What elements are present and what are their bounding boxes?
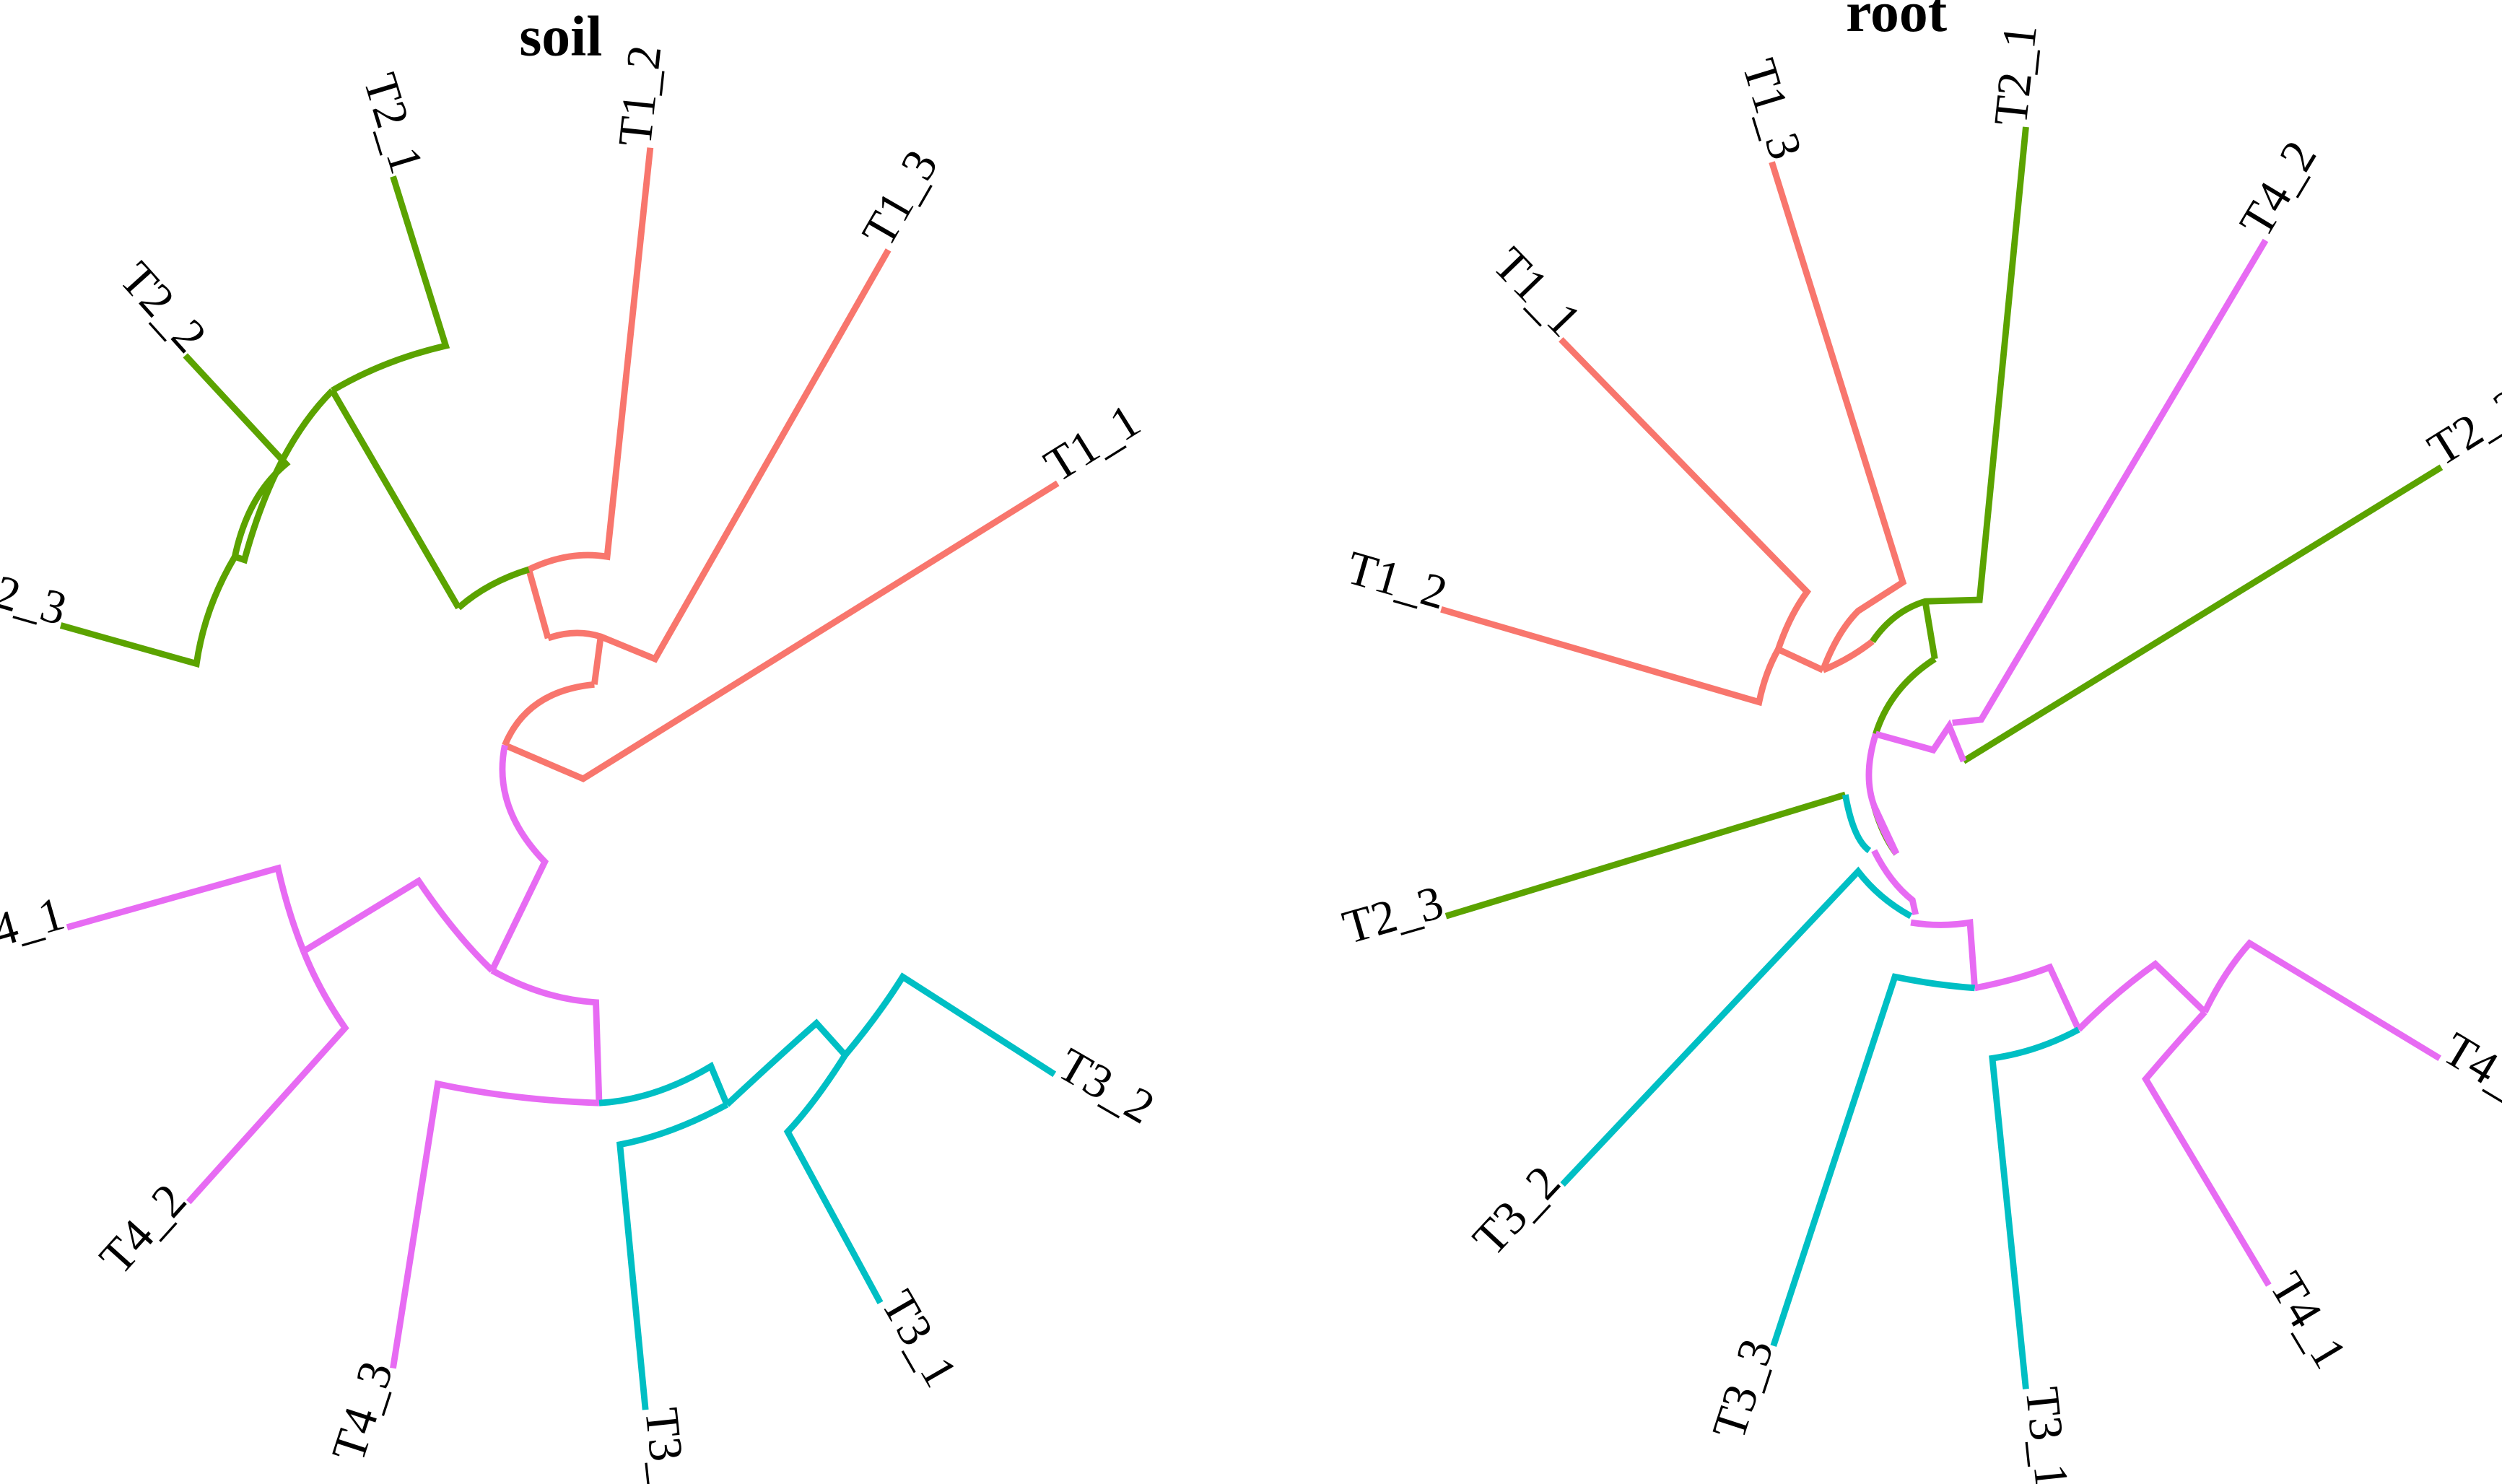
soil-branch [331, 175, 450, 393]
soil-branch [302, 876, 494, 973]
root-branch [1961, 464, 2444, 764]
root-panel: root [1337, 0, 2502, 1484]
root-branch [2202, 939, 2441, 1062]
soil-branch [490, 967, 603, 1104]
root-clade-t2 [1444, 126, 2444, 920]
soil-tip-label: T3_1 [871, 1282, 967, 1396]
soil-clade-t3 [598, 972, 1057, 1410]
soil-branch [546, 248, 892, 663]
soil-tip-label: T3_3 [635, 1405, 697, 1484]
soil-tip-label: T2_2 [110, 252, 217, 362]
soil-panel: soil [0, 4, 1163, 1484]
root-branch [1560, 866, 1913, 1187]
soil-branch [616, 1101, 729, 1410]
soil-branch [390, 1080, 600, 1369]
root-tip-label: T1_2 [1341, 541, 1453, 620]
root-clade-t3 [1560, 794, 2080, 1389]
soil-tip-label: T1_2 [609, 43, 671, 149]
root-tip-label: T4_3 [2434, 1023, 2502, 1120]
soil-branch [526, 568, 552, 640]
root-tip-label: T1_3 [1732, 53, 1812, 165]
root-tip-label: T2_3 [1337, 876, 1449, 954]
soil-branch [186, 950, 349, 1205]
soil-tip-label: T4_1 [0, 887, 70, 966]
soil-branch [489, 744, 549, 972]
soil-branch [725, 1018, 848, 1107]
root-branch [1873, 656, 1937, 736]
soil-branch [329, 388, 462, 610]
root-branch [1922, 601, 1938, 660]
root-tip-label: T3_2 [1463, 1156, 1571, 1266]
soil-tip-label: T4_3 [322, 1356, 404, 1468]
soil-branch [598, 1061, 731, 1107]
root-panel-title: root [1846, 0, 1948, 44]
root-clade-t1 [1440, 161, 1907, 707]
soil-tip-label: T3_2 [1049, 1038, 1163, 1134]
soil-tip-label: T1_1 [1035, 394, 1149, 492]
soil-clade-t2 [59, 175, 530, 668]
root-branch [1440, 606, 1782, 707]
soil-branch [183, 353, 291, 558]
root-tip-label: T4_2 [2230, 132, 2327, 246]
soil-clade-t4 [66, 744, 603, 1369]
root-branch [1559, 337, 1812, 651]
soil-panel-title: soil [519, 4, 602, 68]
root-branch [1769, 161, 1907, 671]
root-branch [1952, 238, 2269, 726]
root-clade-t4 [1865, 238, 2441, 1287]
soil-branch [590, 636, 604, 685]
root-branch [1444, 791, 1847, 920]
root-branch [1974, 963, 2082, 1031]
root-tip-label: T3_3 [1702, 1333, 1784, 1446]
root-tip-label: T4_1 [2259, 1264, 2357, 1378]
root-branch [1865, 733, 1899, 856]
soil-branch [842, 972, 1057, 1078]
root-branch [1770, 973, 1975, 1348]
root-tip-label: T3_1 [2015, 1384, 2078, 1484]
root-tip-label: T2_2 [2419, 378, 2502, 476]
root-branch [1989, 1026, 2080, 1389]
root-branch [1777, 646, 1825, 673]
root-tip-label: T2_1 [1984, 22, 2047, 128]
soil-branch [503, 480, 1060, 782]
soil-branch [527, 147, 654, 572]
root-branch [2142, 1010, 2272, 1287]
soil-tip-label: T4_2 [90, 1174, 196, 1285]
soil-tip-label: T1_3 [852, 141, 948, 256]
root-branch [1875, 719, 1967, 763]
root-tip-label: T1_1 [1483, 237, 1591, 346]
root-branch [1910, 918, 1979, 989]
soil-branch [502, 681, 595, 747]
soil-branch [59, 555, 238, 668]
root-branch [1871, 849, 1919, 915]
soil-branch [233, 388, 335, 564]
root-branch [1841, 794, 1872, 854]
soil-clade-t1 [502, 147, 1060, 782]
soil-branch [66, 864, 307, 953]
soil-tip-label: T2_1 [353, 68, 433, 180]
root-branch [2076, 959, 2207, 1032]
root-branch [1871, 804, 1900, 855]
soil-branch [456, 566, 530, 611]
soil-branch [783, 1053, 884, 1304]
root-branch [1821, 639, 1875, 673]
